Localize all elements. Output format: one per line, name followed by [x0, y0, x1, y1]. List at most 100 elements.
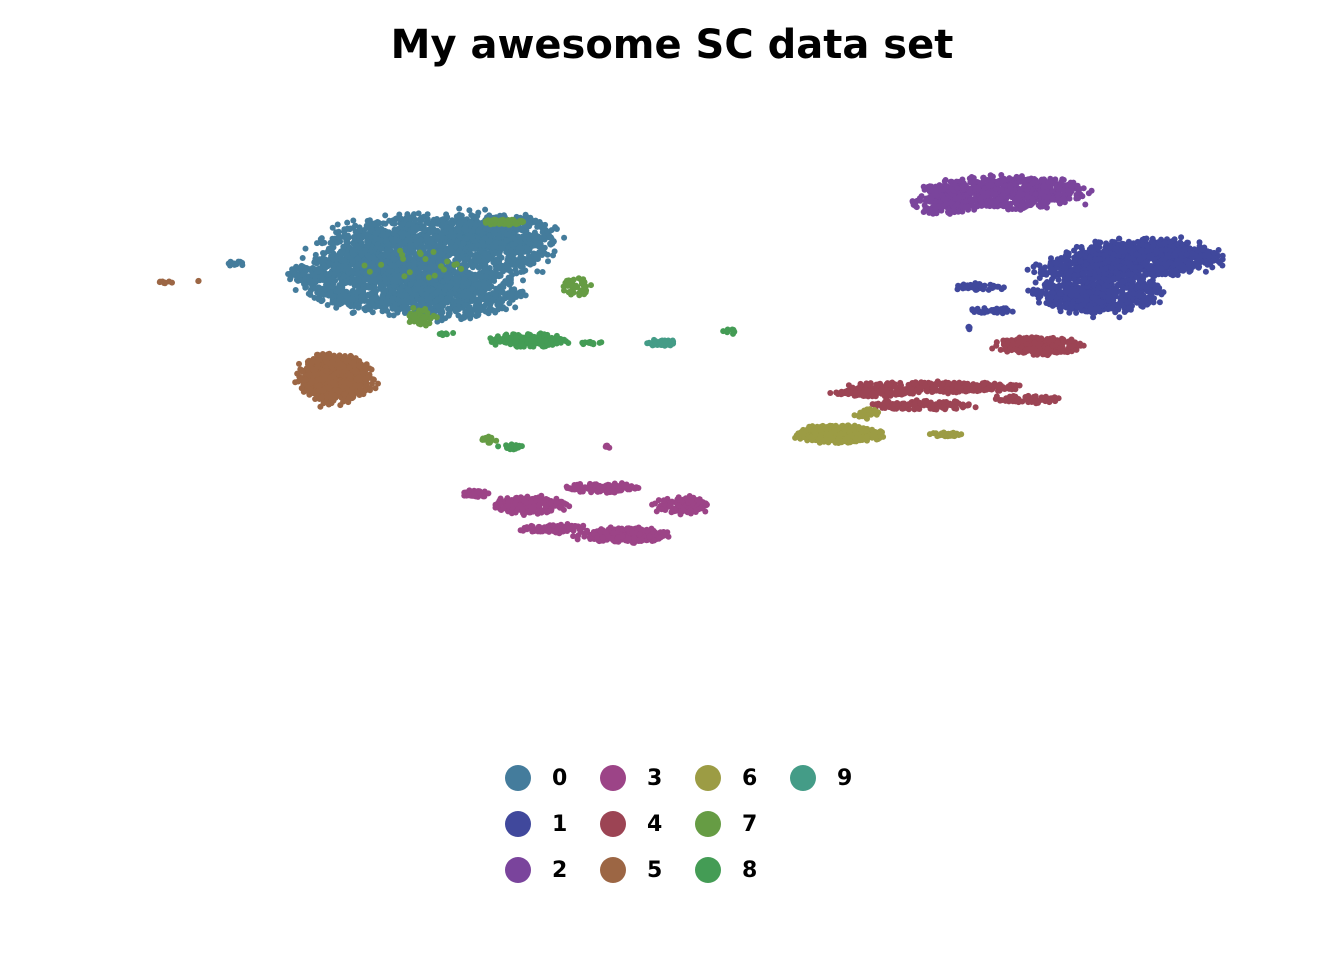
point-cluster-0: [399, 233, 406, 240]
point-cluster-0: [302, 245, 309, 252]
point-cluster-0: [380, 231, 387, 237]
point-cluster-0: [383, 237, 390, 244]
point-cluster-0: [499, 298, 506, 305]
point-cluster-1: [1129, 245, 1136, 252]
point-cluster-0: [228, 260, 235, 267]
point-cluster-0: [480, 257, 487, 264]
point-cluster-1: [1063, 257, 1069, 263]
point-cluster-1: [1053, 260, 1060, 266]
point-cluster-0: [469, 285, 476, 292]
point-cluster-0: [418, 216, 425, 223]
point-cluster-0: [346, 226, 353, 233]
point-cluster-0: [398, 292, 405, 299]
point-cluster-1: [1167, 238, 1174, 245]
point-cluster-1: [1035, 295, 1042, 302]
point-cluster-0: [413, 225, 420, 232]
point-cluster-0: [503, 237, 510, 244]
point-cluster-0: [349, 258, 356, 265]
point-cluster-0: [534, 268, 541, 275]
point-cluster-1: [1049, 302, 1056, 309]
point-cluster-0: [460, 240, 467, 247]
point-cluster-1: [1134, 238, 1141, 245]
point-cluster-0: [331, 299, 337, 306]
point-cluster-0: [439, 251, 446, 258]
point-cluster-1: [1092, 305, 1099, 312]
point-cluster-1: [1211, 249, 1218, 256]
point-cluster-0: [354, 270, 361, 277]
scatter-plot: [156, 172, 1226, 546]
point-cluster-0: [433, 289, 440, 296]
point-cluster-1: [1067, 261, 1074, 268]
point-cluster-0: [496, 250, 503, 257]
point-cluster-1: [1096, 299, 1103, 305]
point-cluster-1: [1144, 288, 1151, 295]
point-cluster-0: [469, 234, 476, 241]
point-cluster-1: [1174, 247, 1181, 254]
point-cluster-0: [505, 231, 512, 238]
point-cluster-0: [321, 239, 328, 246]
point-cluster-0: [525, 260, 532, 267]
point-cluster-0: [475, 227, 482, 234]
point-cluster-1: [1112, 245, 1119, 252]
point-cluster-0: [350, 217, 357, 224]
point-cluster-0: [325, 277, 332, 284]
point-cluster-0: [341, 257, 348, 264]
point-cluster-1: [1030, 263, 1037, 270]
point-cluster-0: [446, 251, 453, 258]
point-cluster-0: [319, 297, 326, 304]
point-cluster-0: [507, 280, 514, 287]
point-cluster-0: [292, 287, 299, 293]
point-cluster-1: [1116, 235, 1122, 242]
point-cluster-0: [462, 309, 469, 316]
point-cluster-0: [393, 215, 400, 222]
point-cluster-0: [383, 258, 390, 265]
point-cluster-0: [509, 291, 515, 298]
point-cluster-1: [1183, 251, 1190, 258]
point-cluster-0: [405, 262, 412, 269]
point-cluster-0: [472, 221, 479, 228]
point-cluster-0: [412, 216, 419, 223]
point-cluster-1: [1104, 257, 1111, 263]
point-cluster-0: [324, 284, 331, 291]
point-cluster-1: [1194, 247, 1201, 254]
point-cluster-0: [518, 254, 524, 260]
point-cluster-1: [1128, 283, 1135, 290]
point-cluster-0: [467, 261, 474, 268]
point-cluster-1: [1136, 292, 1143, 299]
point-cluster-1: [1073, 309, 1080, 316]
cluster-1-points: [954, 234, 1226, 333]
point-cluster-1: [1136, 256, 1143, 263]
points-layer: [156, 172, 1226, 546]
point-cluster-0: [478, 288, 485, 295]
point-cluster-0: [321, 256, 328, 263]
point-cluster-0: [438, 309, 445, 316]
point-cluster-1: [1152, 286, 1159, 293]
point-cluster-0: [350, 234, 357, 241]
point-cluster-1: [1185, 239, 1191, 246]
point-cluster-0: [473, 303, 480, 310]
point-cluster-1: [1092, 241, 1099, 248]
point-cluster-1: [1163, 246, 1169, 253]
point-cluster-0: [503, 263, 510, 270]
point-cluster-1: [1031, 289, 1038, 296]
point-cluster-0: [399, 221, 406, 228]
point-cluster-0: [342, 262, 348, 269]
point-cluster-1: [1106, 305, 1113, 312]
point-cluster-0: [390, 230, 397, 237]
point-cluster-0: [349, 295, 356, 302]
point-cluster-1: [1066, 309, 1073, 316]
point-cluster-0: [377, 245, 384, 252]
point-cluster-1: [1042, 291, 1049, 297]
point-cluster-0: [344, 219, 351, 226]
point-cluster-1: [1197, 252, 1204, 259]
point-cluster-1: [1072, 256, 1079, 263]
point-cluster-0: [341, 228, 348, 235]
point-cluster-1: [1024, 266, 1031, 273]
point-cluster-0: [474, 213, 481, 219]
point-cluster-1: [1134, 283, 1141, 290]
point-cluster-0: [512, 304, 519, 311]
point-cluster-1: [1153, 249, 1160, 256]
point-cluster-0: [443, 298, 449, 305]
point-cluster-1: [1159, 271, 1166, 278]
point-cluster-1: [1115, 306, 1122, 313]
